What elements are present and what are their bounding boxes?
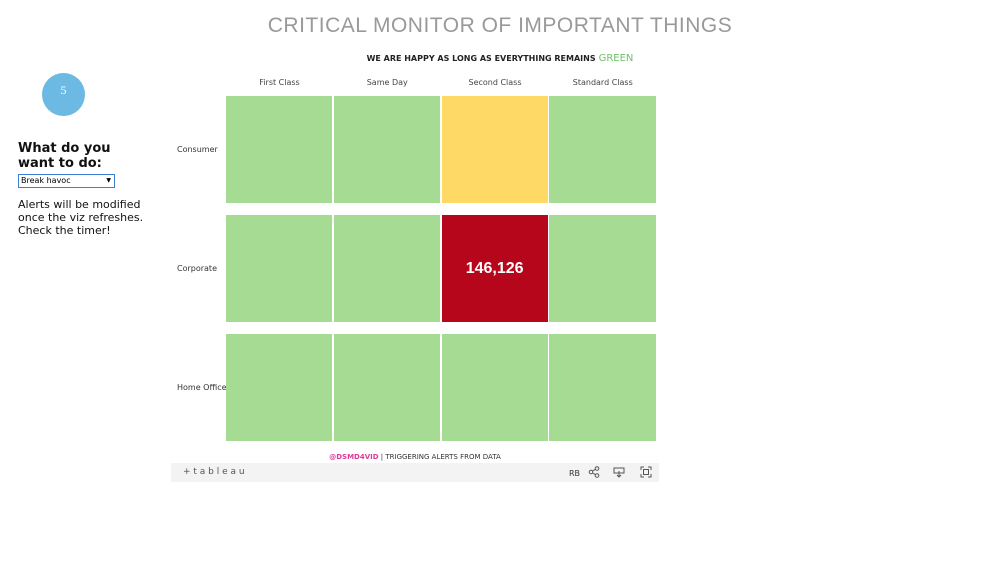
row-header: Corporate [177, 263, 217, 273]
subtitle-accent: GREEN [598, 53, 634, 64]
column-header: First Class [259, 78, 300, 87]
question: What do you want to do: [18, 141, 111, 171]
note: Alerts will be modified once the viz ref… [18, 198, 144, 237]
cell[interactable]: 146,126 [441, 215, 548, 322]
cell[interactable] [549, 215, 656, 322]
footer: @DSMD4VID | TRIGGERING ALERTS FROM DATA [171, 453, 659, 461]
subtitle: WE ARE HAPPY AS LONG AS EVERYTHING REMAI… [0, 53, 1000, 64]
column-header: Second Class [468, 78, 522, 87]
tableau-logo[interactable]: + t a b l e a u [183, 467, 245, 477]
cell[interactable] [333, 334, 440, 441]
download-icon[interactable] [613, 466, 625, 478]
footer-text: | TRIGGERING ALERTS FROM DATA [380, 453, 501, 461]
cell[interactable] [549, 96, 656, 203]
cell[interactable] [441, 334, 548, 441]
user[interactable]: RB [569, 469, 581, 478]
handle[interactable]: @DSMD4VID [329, 453, 379, 461]
toolbar: + t a b l e a u RB [171, 463, 659, 482]
row-header: Home Office [177, 382, 227, 392]
action-select[interactable]: Break havoc ▼ [18, 174, 115, 188]
cell[interactable] [441, 96, 548, 203]
cell[interactable] [549, 334, 656, 441]
share-icon[interactable] [588, 466, 600, 478]
column-header: Standard Class [572, 78, 633, 87]
column-header: Same Day [366, 78, 408, 87]
select-arrow: ▼ [106, 177, 111, 184]
cell[interactable] [226, 215, 333, 322]
title: CRITICAL MONITOR OF IMPORTANT THINGS [267, 14, 733, 37]
cell[interactable] [226, 96, 333, 203]
cell[interactable] [333, 96, 440, 203]
cell[interactable] [333, 215, 440, 322]
subtitle-text: WE ARE HAPPY AS LONG AS EVERYTHING REMAI… [366, 54, 596, 63]
timer: 5 [42, 73, 85, 116]
select-value: Break havoc [21, 176, 71, 185]
fullscreen-icon[interactable] [640, 466, 652, 478]
cell[interactable] [226, 334, 333, 441]
row-header: Consumer [177, 144, 218, 154]
